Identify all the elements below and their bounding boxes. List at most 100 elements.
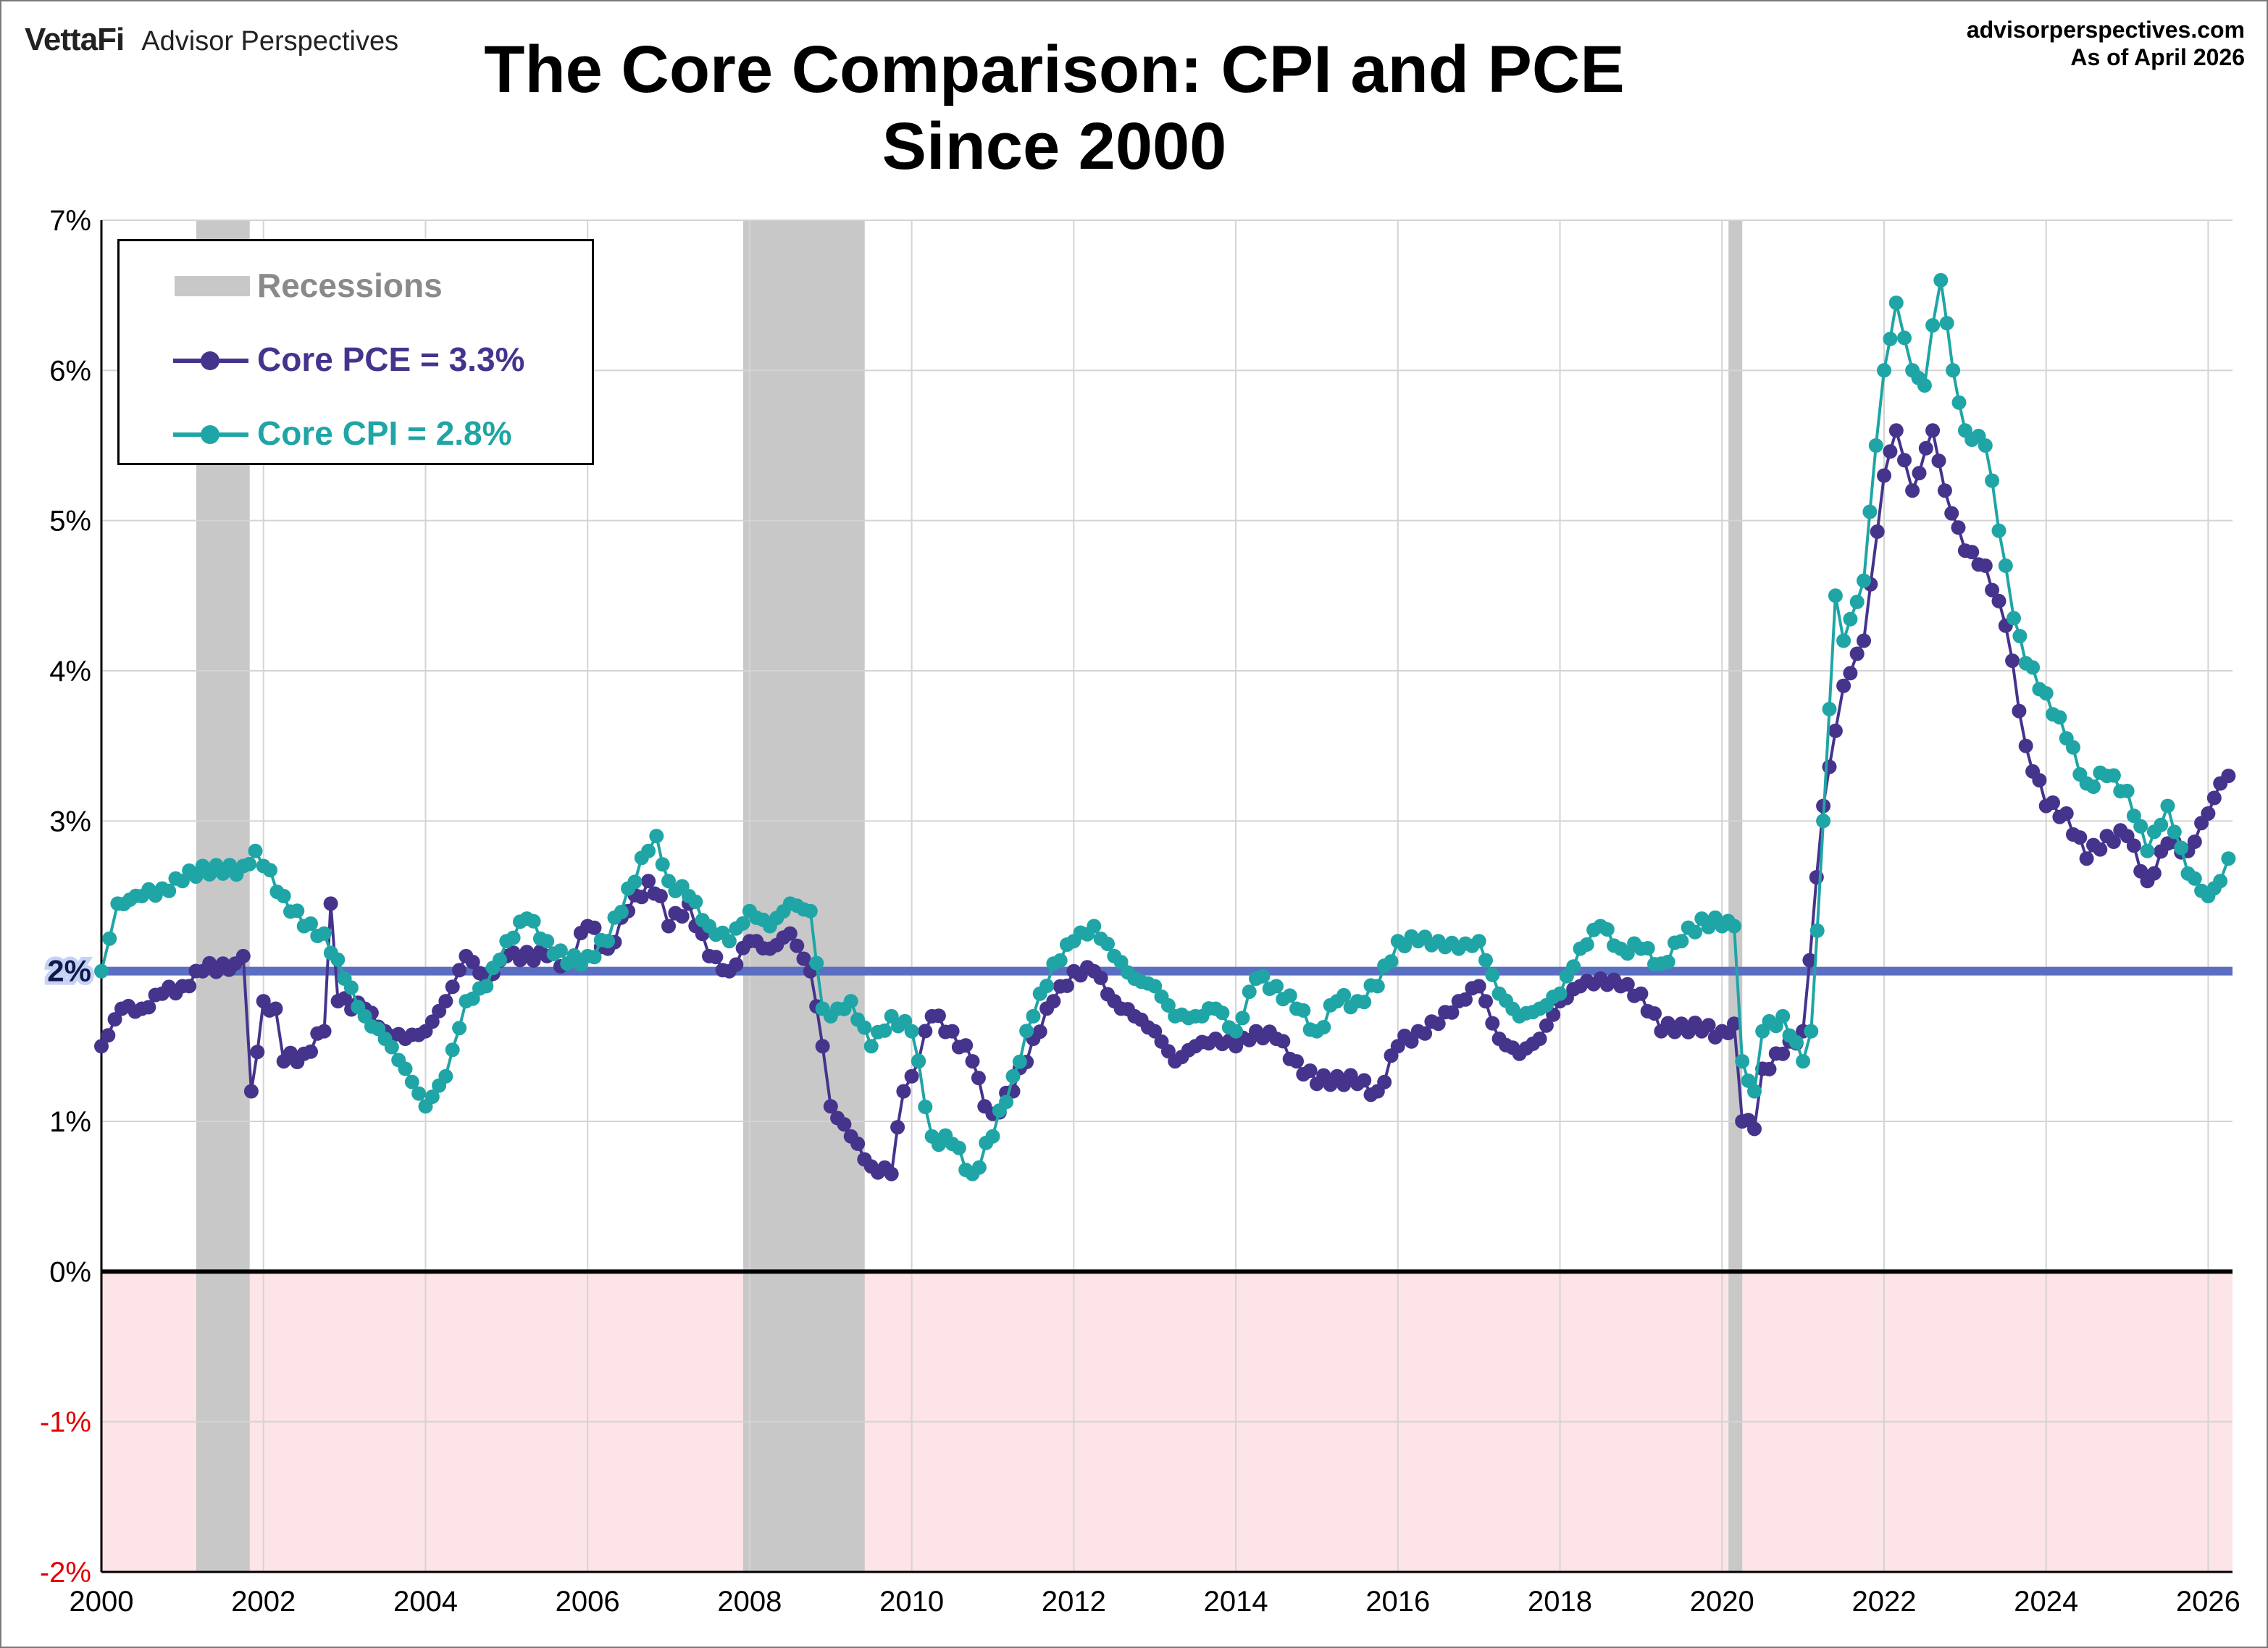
- pce-point-148: [1093, 970, 1108, 985]
- cpi-point-306: [2160, 798, 2175, 813]
- pce-point-312: [2201, 806, 2216, 821]
- pce-point-253: [1802, 953, 1817, 968]
- cpi-point-106: [809, 955, 824, 971]
- pce-point-23: [250, 1045, 265, 1060]
- cpi-point-53: [452, 1021, 467, 1036]
- pce-point-122: [918, 1024, 933, 1039]
- cpi-point-79: [627, 874, 643, 890]
- cpi-point-51: [438, 1068, 453, 1084]
- pce-point-84: [661, 919, 676, 934]
- brand-logo: VettaFi Advisor Perspectives: [25, 22, 398, 58]
- pce-point-260: [1849, 646, 1865, 661]
- pce-point-264: [1877, 468, 1891, 483]
- cpi-point-140: [1039, 979, 1055, 993]
- pce-point-204: [1471, 979, 1486, 994]
- cpi-point-244: [1741, 1073, 1756, 1088]
- cpi-point-251: [1788, 1034, 1804, 1050]
- pce-point-304: [2146, 866, 2162, 881]
- cpi-point-300: [2120, 783, 2135, 798]
- pce-point-129: [965, 1054, 980, 1069]
- cpi-point-181: [1316, 1020, 1331, 1034]
- cpi-point-46: [404, 1074, 419, 1089]
- cpi-point-57: [479, 979, 494, 994]
- pce-point-179: [1302, 1063, 1318, 1078]
- cpi-point-283: [2007, 611, 2021, 626]
- y-tick-label-8: 6%: [49, 355, 91, 387]
- cpi-point-191: [1384, 954, 1399, 969]
- cpi-point-116: [877, 1023, 892, 1038]
- pce-point-51: [438, 994, 453, 1009]
- cpi-point-151: [1113, 955, 1129, 970]
- pce-point-296: [2093, 842, 2108, 857]
- cpi-point-264: [1877, 363, 1891, 378]
- pce-point-0: [94, 1039, 109, 1054]
- cpi-point-121: [911, 1053, 926, 1068]
- cpi-point-184: [1336, 987, 1352, 1003]
- cpi-point-168: [1229, 1024, 1244, 1039]
- cpi-point-174: [1269, 979, 1284, 994]
- pce-point-33: [317, 1024, 332, 1039]
- cpi-point-93: [721, 934, 737, 949]
- cpi-point-35: [330, 952, 346, 967]
- cpi-point-267: [1897, 330, 1912, 346]
- cpi-point-83: [655, 857, 670, 872]
- pce-point-267: [1897, 453, 1912, 468]
- pce-point-265: [1883, 444, 1898, 459]
- legend-item-pce: Core PCE = 3.3%: [120, 335, 592, 379]
- cpi-point-176: [1282, 988, 1297, 1003]
- pce-point-128: [958, 1038, 974, 1053]
- pce-point-279: [1978, 558, 1993, 573]
- cpi-point-187: [1357, 995, 1372, 1010]
- pce-point-26: [268, 1001, 283, 1016]
- cpi-point-156: [1147, 979, 1163, 994]
- pce-point-214: [1539, 1018, 1554, 1033]
- cpi-point-243: [1735, 1054, 1750, 1069]
- x-tick-label-0: 2000: [70, 1586, 134, 1618]
- cpi-point-14: [188, 869, 204, 884]
- pce-point-256: [1822, 759, 1837, 774]
- x-tick-label-10: 2020: [1690, 1586, 1754, 1618]
- pce-point-257: [1828, 723, 1843, 738]
- cpi-point-315: [2221, 851, 2236, 866]
- pce-point-94: [729, 957, 744, 972]
- pce-point-177: [1289, 1054, 1304, 1069]
- pce-point-34: [323, 896, 338, 911]
- cpi-marker-swatch: [201, 425, 219, 444]
- pce-point-315: [2221, 769, 2236, 784]
- pce-point-269: [1912, 466, 1927, 481]
- cpi-point-120: [904, 1024, 919, 1039]
- cpi-point-132: [985, 1129, 1000, 1144]
- cpi-point-47: [411, 1086, 427, 1101]
- pce-point-104: [796, 951, 811, 966]
- pce-point-263: [1870, 524, 1885, 539]
- pce-point-313: [2206, 790, 2222, 806]
- cpi-point-59: [493, 953, 507, 967]
- pce-point-283: [2005, 653, 2020, 669]
- pce-point-293: [2072, 830, 2088, 845]
- cpi-point-245: [1747, 1084, 1762, 1099]
- pce-point-139: [1032, 1024, 1047, 1040]
- pce-point-258: [1836, 678, 1851, 693]
- pce-point-230: [1647, 1006, 1662, 1021]
- cpi-point-178: [1296, 1003, 1311, 1018]
- cpi-point-75: [601, 934, 616, 949]
- cpi-point-314: [2213, 874, 2228, 889]
- brand-name: VettaFi: [25, 22, 125, 57]
- cpi-point-263: [1868, 438, 1883, 453]
- pce-point-268: [1905, 483, 1920, 498]
- pce-point-238: [1701, 1018, 1716, 1033]
- brand-sub: Advisor Perspectives: [141, 26, 399, 57]
- chart-title-line2: Since 2000: [882, 109, 1227, 183]
- cpi-point-158: [1160, 997, 1176, 1013]
- as-of-date: As of April 2026: [2070, 44, 2245, 70]
- cpi-point-105: [803, 903, 818, 919]
- cpi-point-189: [1370, 979, 1385, 994]
- cpi-point-114: [863, 1039, 879, 1054]
- x-tick-label-6: 2012: [1042, 1586, 1106, 1618]
- pce-point-53: [452, 963, 467, 978]
- pce-point-81: [641, 874, 656, 889]
- cpi-point-12: [175, 874, 190, 889]
- x-tick-label-13: 2026: [2176, 1586, 2240, 1618]
- cpi-point-282: [1998, 558, 2013, 573]
